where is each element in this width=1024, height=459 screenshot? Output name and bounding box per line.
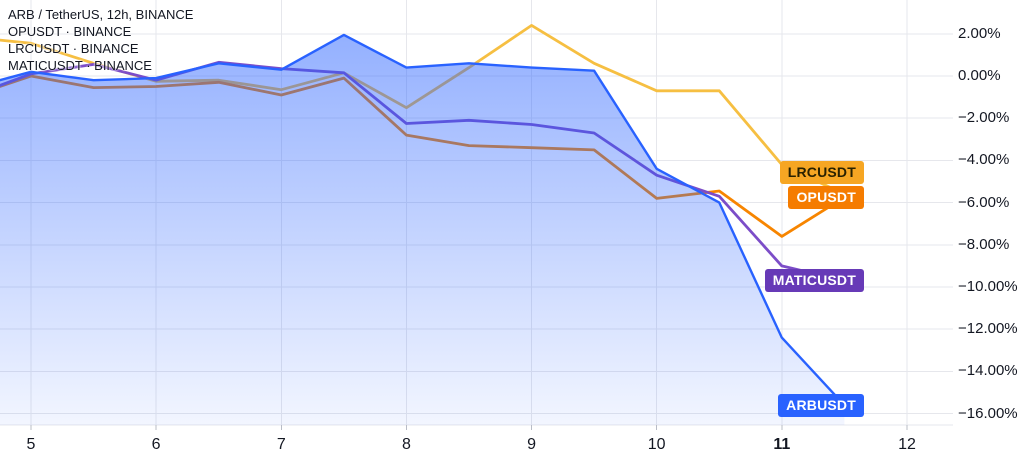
series-area-arbusdt	[0, 34, 845, 425]
price-axis-label: 2.00%	[958, 24, 1001, 42]
series-end-dot-arbusdt	[840, 400, 849, 410]
price-axis-label: 0.00%	[958, 67, 1001, 84]
time-axis-label: 11	[773, 436, 791, 453]
legend-compare-opusdt[interactable]: OPUSDT · BINANCE	[8, 24, 132, 39]
legend-compare-lrcusdt[interactable]: LRCUSDT · BINANCE	[8, 41, 139, 56]
price-axis-label: −10.00%	[958, 278, 1018, 295]
time-axis-label: 9	[527, 436, 536, 453]
price-axis-label: −2.00%	[958, 109, 1010, 127]
time-axis-label: 7	[276, 436, 286, 453]
legend-compare-maticusdt[interactable]: MATICUSDT · BINANCE	[8, 58, 152, 73]
time-axis-label: 10	[647, 436, 666, 453]
series-line-arbusdt	[0, 33, 846, 407]
price-axis-label: −6.00%	[958, 193, 1010, 211]
price-axis-label: −16.00%	[958, 404, 1018, 422]
legend-main-symbol[interactable]: ARB / TetherUS, 12h, BINANCE	[8, 7, 194, 22]
time-axis-label: 5	[26, 436, 36, 453]
price-axis-label: −8.00%	[958, 235, 1010, 253]
legend: ARB / TetherUS, 12h, BINANCE OPUSDT · BI…	[8, 6, 193, 74]
price-axis-label: −4.00%	[958, 151, 1010, 169]
time-axis-label: 8	[401, 436, 411, 453]
price-axis[interactable]: 2.00% 0.00% −2.00% −4.00% −6.00% −8.00% −10.00…	[958, 0, 1024, 425]
time-axis[interactable]: 5 6 7 8 9 10 11 12	[0, 425, 1024, 459]
price-axis-label: −14.00%	[958, 362, 1018, 380]
time-axis-label: 6	[151, 436, 161, 453]
time-axis-label: 12	[898, 436, 916, 453]
price-axis-label: −12.00%	[958, 320, 1018, 338]
